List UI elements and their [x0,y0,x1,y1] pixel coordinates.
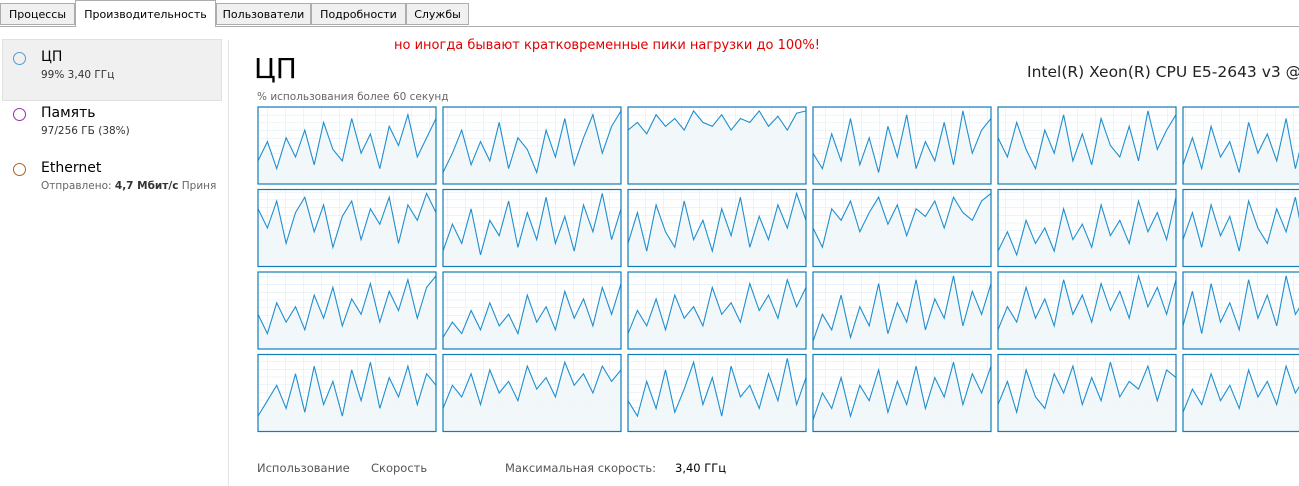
page-title: ЦП [254,52,297,85]
usage-line [1182,364,1299,413]
usage-line [627,277,807,334]
tab-selected[interactable]: Производительность [75,0,216,27]
memory-icon [13,108,26,121]
stat-value: 3,40 ГГц [675,461,727,475]
graph-caption: % использования более 60 секунд [257,91,449,103]
graph-border [442,271,622,350]
detail-label: Отправлено: [41,180,112,192]
graph-border [812,188,992,268]
sidebar-title[interactable]: ЦП [41,49,63,65]
graph-border [442,188,622,268]
graph-border [257,271,437,350]
usage-line [442,283,622,338]
usage-line [812,192,992,249]
usage-line [997,362,1177,415]
usage-area [813,275,991,349]
usage-area [1183,197,1299,267]
stat-label: Использование [257,461,350,475]
usage-area [998,110,1176,184]
graph-border [997,353,1177,433]
usage-line [442,360,622,409]
usage-line [812,362,992,421]
sidebar-detail: 99% 3,40 ГГц [41,69,115,81]
graph-border [627,188,807,268]
usage-line [627,358,807,418]
usage-area [628,358,806,432]
usage-line [1182,275,1299,334]
usage-line [1182,118,1299,173]
sidebar-title[interactable]: Память [41,105,96,121]
graph-border [257,106,437,185]
graph-border [442,353,622,433]
sidebar-detail: 97/256 ГБ (38%) [41,125,130,137]
ethernet-icon [13,163,26,176]
usage-area [628,279,806,349]
cpu-icon [13,52,26,65]
usage-line [812,275,992,342]
usage-line [997,273,1177,331]
separator [228,40,229,486]
usage-area [443,283,621,349]
graph-border [1182,188,1299,268]
usage-line [627,191,807,254]
graph-border [997,188,1177,268]
usage-line [257,275,437,336]
usage-area [258,362,436,432]
tab[interactable]: Пользователи [216,3,311,25]
usage-line [627,109,807,135]
usage-line [257,191,437,250]
usage-line [997,110,1177,171]
usage-area [628,110,806,184]
usage-line [257,112,437,171]
graph-border [1182,106,1299,185]
usage-area [813,110,991,184]
usage-area [1183,366,1299,432]
tab[interactable]: Службы [406,3,469,25]
core-graphs [257,106,1299,433]
usage-area [998,362,1176,432]
graph-border [442,106,622,185]
usage-area [813,362,991,432]
sidebar-detail: Отправлено: 4,7 Мбит/с Приня [41,180,227,192]
graph-border [1182,271,1299,350]
detail-more: Приня [181,180,217,192]
graph-border [812,353,992,433]
usage-area [443,193,621,267]
usage-line [1182,197,1299,252]
graph-border [997,106,1177,185]
usage-area [443,110,621,184]
sidebar-title[interactable]: Ethernet [41,160,102,176]
usage-line [442,193,622,256]
graph-border [997,271,1177,350]
usage-area [258,193,436,267]
usage-area [1183,118,1299,184]
tab-underline [0,26,1299,27]
sidebar-selected[interactable] [2,39,222,101]
graph-border [257,188,437,268]
usage-line [257,362,437,417]
usage-area [1183,275,1299,349]
graph-border [627,271,807,350]
graph-border [812,271,992,350]
usage-area [998,275,1176,349]
detail-value: 4,7 Мбит/с [114,180,179,192]
annotation: но иногда бывают кратковременные пики на… [394,38,820,53]
stat-label: Скорость [371,461,428,475]
cpu-name: Intel(R) Xeon(R) CPU E5-2643 v3 @ [1027,63,1299,81]
usage-line [442,110,622,175]
stat-label: Максимальная скорость: [505,461,657,475]
tab[interactable]: Процессы [0,3,75,25]
graph-border [812,106,992,185]
usage-line [812,110,992,173]
usage-area [813,193,991,267]
usage-area [998,197,1176,267]
usage-line [997,197,1177,257]
graph-border [257,353,437,433]
graph-border [1182,353,1299,433]
graph-border [627,106,807,185]
usage-area [628,193,806,267]
tab[interactable]: Подробности [311,3,406,25]
graph-border [627,353,807,433]
